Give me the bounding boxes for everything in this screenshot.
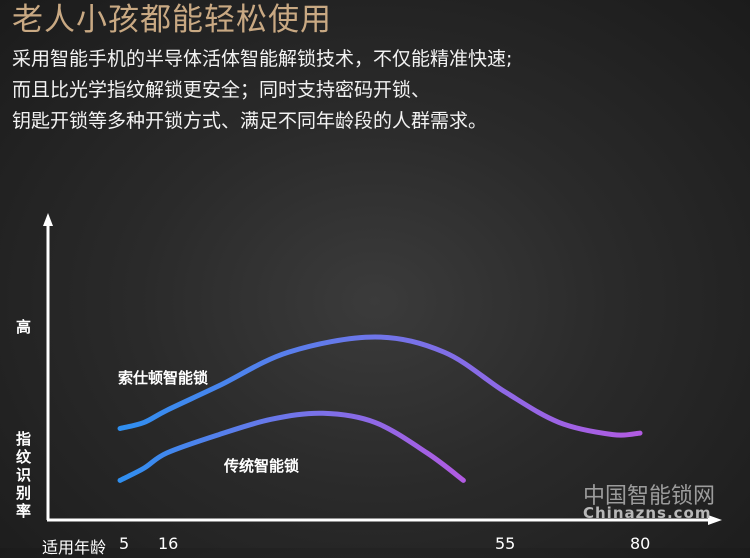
- series-line-suoshidun: [117, 334, 643, 438]
- x-tick: 5: [119, 534, 130, 553]
- x-axis-label: 适用年龄: [42, 538, 107, 557]
- x-tick: 16: [158, 534, 179, 553]
- x-axis-arrow: [708, 515, 722, 525]
- y-axis-label: 指纹识别率: [16, 430, 32, 520]
- watermark-cn: 中国智能锁网: [583, 484, 716, 509]
- x-tick: 55: [495, 534, 516, 553]
- series-label: 索仕顿智能锁: [118, 369, 209, 387]
- series-label: 传统智能锁: [224, 457, 300, 475]
- page-title: 老人小孩都能轻松使用: [12, 2, 332, 38]
- description-line: 钥匙开锁等多种开锁方式、满足不同年龄段的人群需求。: [12, 110, 488, 132]
- description-line: 而且比光学指纹解锁更安全；同时支持密码开锁、: [12, 79, 431, 101]
- y-top-label: 高: [16, 318, 32, 336]
- description-line: 采用智能手机的半导体活体智能解锁技术，不仅能精准快速;: [12, 48, 513, 70]
- y-axis-arrow: [43, 213, 53, 226]
- description: 采用智能手机的半导体活体智能解锁技术，不仅能精准快速; 而且比光学指纹解锁更安全…: [12, 44, 512, 137]
- x-tick: 80: [630, 534, 651, 553]
- watermark-en: Chinazns.com: [583, 504, 712, 522]
- series-line-traditional: [117, 410, 466, 483]
